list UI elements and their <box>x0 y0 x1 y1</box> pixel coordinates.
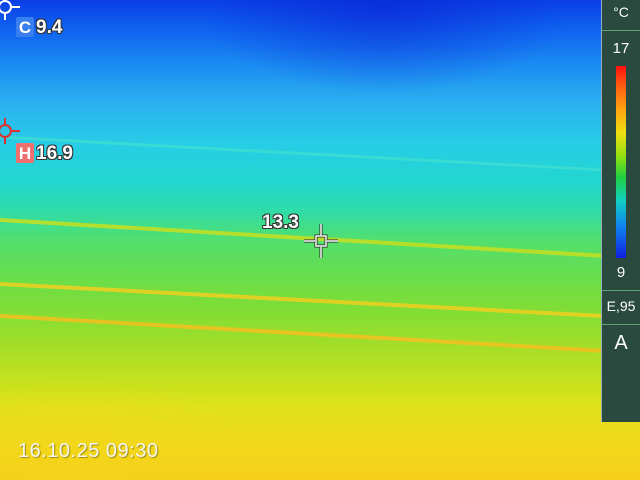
center-spot-value: 13.3 <box>262 212 299 233</box>
crosshair-icon <box>304 224 338 258</box>
crosshair-icon <box>0 0 20 20</box>
emissivity-label: E,95 <box>606 298 636 314</box>
crosshair-icon <box>0 118 20 144</box>
cable-line-3 <box>0 282 640 320</box>
cold-spot-tag: C <box>16 17 34 37</box>
scale-min-label: 9 <box>616 264 626 281</box>
divider <box>602 324 640 325</box>
temperature-unit: °C <box>613 4 629 20</box>
scale-max-label: 17 <box>612 40 630 57</box>
cable-line-1 <box>0 135 640 174</box>
range-mode-label: A <box>614 332 628 354</box>
scale-panel: °C 17 9 E,95 A <box>601 0 640 422</box>
hot-spot-tag: H <box>16 143 34 163</box>
cable-line-4 <box>0 314 640 355</box>
center-spot-marker <box>302 222 340 260</box>
cold-spot-marker <box>0 0 22 24</box>
color-scale-bar <box>616 66 626 258</box>
hot-spot-value: 16.9 <box>36 142 73 164</box>
cold-spot-value: 9.4 <box>36 16 63 38</box>
hot-spot-reading: H 16.9 <box>16 143 73 163</box>
hot-spot-marker <box>0 118 24 148</box>
divider <box>602 290 640 291</box>
cable-line-2 <box>0 218 640 260</box>
timestamp: 16.10.25 09:30 <box>18 440 159 462</box>
divider <box>602 30 640 31</box>
cold-spot-reading: C 9.4 <box>16 17 62 37</box>
